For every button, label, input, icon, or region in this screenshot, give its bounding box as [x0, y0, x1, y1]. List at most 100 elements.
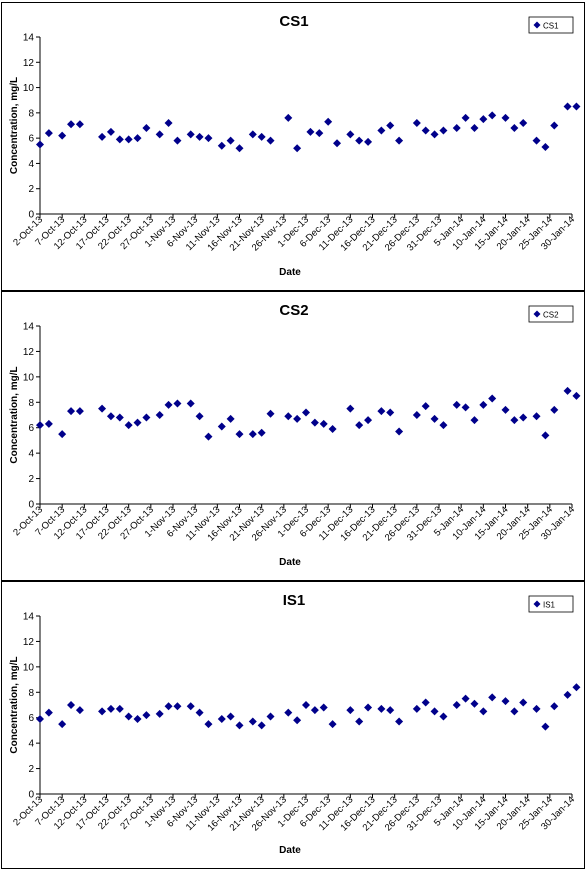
- y-tick-label: 2: [28, 764, 34, 775]
- data-point: [248, 717, 257, 726]
- data-point: [98, 707, 107, 716]
- data-point: [164, 400, 173, 409]
- data-point: [328, 424, 337, 433]
- legend-box: [528, 16, 574, 34]
- legend: CS2: [528, 305, 574, 323]
- y-tick-label: 4: [28, 449, 34, 460]
- y-tick-label: 8: [28, 688, 34, 699]
- data-point: [421, 698, 430, 707]
- data-point: [333, 139, 342, 148]
- data-point: [217, 714, 226, 723]
- data-point: [195, 708, 204, 717]
- data-point: [257, 721, 266, 730]
- data-point: [532, 136, 541, 145]
- data-point: [550, 702, 559, 711]
- data-point: [310, 418, 319, 427]
- data-point: [257, 132, 266, 141]
- data-point: [98, 132, 107, 141]
- legend-marker: [533, 600, 541, 608]
- data-point: [235, 430, 244, 439]
- legend: IS1: [528, 595, 574, 613]
- data-point: [377, 407, 386, 416]
- data-point: [324, 117, 333, 126]
- data-point: [470, 699, 479, 708]
- legend-box: [528, 305, 574, 323]
- data-point: [452, 400, 461, 409]
- data-point: [501, 405, 510, 414]
- legend-marker: [533, 310, 541, 318]
- y-tick-label: 12: [23, 347, 35, 358]
- data-point: [550, 121, 559, 130]
- y-axis-label: Concentration, mg/L: [9, 77, 20, 174]
- data-point: [217, 141, 226, 150]
- data-point: [479, 400, 488, 409]
- data-point: [133, 134, 142, 143]
- data-point: [133, 418, 142, 427]
- data-point: [412, 118, 421, 127]
- data-point: [550, 405, 559, 414]
- data-point: [452, 701, 461, 709]
- data-point: [439, 712, 448, 721]
- chart-title: IS1: [283, 592, 306, 609]
- data-point: [439, 421, 448, 430]
- data-point: [266, 712, 275, 721]
- data-point: [364, 703, 373, 712]
- chart-border: [1, 2, 585, 291]
- y-tick-label: 0: [28, 790, 34, 801]
- data-point: [195, 412, 204, 421]
- data-point: [204, 432, 213, 441]
- data-point: [306, 127, 315, 136]
- data-point: [226, 136, 235, 145]
- data-point: [115, 704, 124, 713]
- y-tick-label: 6: [28, 134, 34, 145]
- data-point: [461, 694, 470, 703]
- data-point: [355, 136, 364, 145]
- data-point: [106, 412, 115, 421]
- legend-marker: [533, 21, 541, 29]
- data-point: [488, 111, 497, 120]
- data-point: [133, 714, 142, 723]
- data-point: [164, 118, 173, 127]
- data-point: [572, 683, 581, 692]
- data-point: [124, 421, 133, 430]
- y-tick-label: 4: [28, 739, 34, 750]
- y-tick-label: 14: [23, 33, 35, 44]
- data-point: [461, 403, 470, 412]
- data-point: [510, 416, 519, 425]
- data-point: [386, 706, 395, 715]
- data-point: [479, 115, 488, 124]
- y-tick-label: 8: [28, 398, 34, 409]
- y-tick-label: 10: [23, 83, 35, 94]
- data-point: [430, 707, 439, 716]
- data-point: [195, 132, 204, 141]
- data-point: [377, 704, 386, 713]
- data-point: [355, 717, 364, 726]
- chart-title: CS2: [279, 302, 308, 319]
- data-point: [355, 421, 364, 430]
- data-point: [186, 130, 195, 139]
- chart-title: CS1: [279, 13, 308, 30]
- data-point: [563, 386, 572, 395]
- data-point: [319, 703, 328, 712]
- data-point: [532, 704, 541, 713]
- data-point: [248, 130, 257, 139]
- data-point: [36, 140, 44, 149]
- y-tick-label: 14: [23, 612, 35, 623]
- y-tick-label: 6: [28, 423, 34, 434]
- data-point: [235, 721, 244, 730]
- data-point: [155, 709, 164, 718]
- x-axis-label: Date: [279, 845, 301, 856]
- data-point: [58, 131, 67, 140]
- data-point: [235, 144, 244, 153]
- data-point: [115, 135, 124, 144]
- data-point: [510, 124, 519, 133]
- data-point: [284, 412, 293, 421]
- data-point: [395, 136, 404, 145]
- data-point: [386, 408, 395, 417]
- data-point: [106, 127, 115, 136]
- data-point: [412, 704, 421, 713]
- data-point: [293, 144, 302, 153]
